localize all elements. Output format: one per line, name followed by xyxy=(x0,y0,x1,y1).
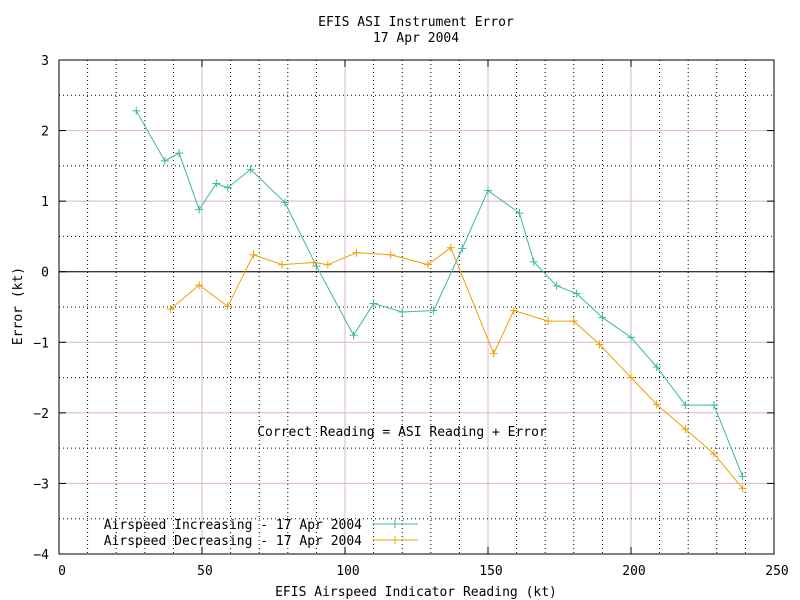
data-point xyxy=(489,349,498,358)
data-point xyxy=(369,299,378,308)
data-point xyxy=(278,260,287,269)
y-tick-label: 1 xyxy=(41,195,49,210)
data-point xyxy=(627,373,635,382)
chart-subtitle: 17 Apr 2004 xyxy=(373,31,459,46)
data-point xyxy=(595,340,604,349)
data-point xyxy=(160,156,169,165)
x-tick-label: 250 xyxy=(765,564,788,579)
plot-border xyxy=(58,59,775,555)
data-point xyxy=(349,331,358,340)
data-point xyxy=(529,257,538,266)
x-tick-label: 0 xyxy=(58,564,66,579)
data-point xyxy=(223,183,232,192)
data-point xyxy=(386,250,395,259)
grid xyxy=(59,60,774,554)
y-axis-label: Error (kt) xyxy=(11,267,26,345)
data-point xyxy=(572,289,581,298)
data-point xyxy=(323,260,332,269)
data-point xyxy=(652,362,661,371)
series-increasing xyxy=(132,106,747,481)
x-tick-label: 100 xyxy=(336,564,359,579)
axes xyxy=(58,59,775,555)
y-tick-label: −2 xyxy=(33,407,49,422)
data-point xyxy=(458,244,467,253)
data-point xyxy=(484,186,492,195)
data-point xyxy=(446,243,455,252)
data-point xyxy=(429,306,438,315)
data-point xyxy=(246,165,255,174)
data-point xyxy=(195,281,204,290)
data-point xyxy=(709,401,718,410)
legend-label: Airspeed Increasing - 17 Apr 2004 xyxy=(104,518,362,533)
data-point xyxy=(195,205,204,214)
x-tick-label: 50 xyxy=(197,564,213,579)
data-point xyxy=(627,333,635,342)
data-point xyxy=(352,248,361,257)
data-point xyxy=(212,179,221,188)
data-point xyxy=(544,317,553,326)
data-point xyxy=(515,209,524,218)
y-tick-label: −3 xyxy=(33,477,49,492)
data-point xyxy=(738,484,747,493)
data-point xyxy=(280,198,289,207)
y-tick-label: 2 xyxy=(41,125,49,140)
tick-labels: 0 50 100 150 200 250 3 2 1 0 −1 −2 −3 −4 xyxy=(33,54,788,579)
y-tick-label: 3 xyxy=(41,54,49,69)
data-point xyxy=(738,472,747,481)
series-decreasing xyxy=(166,243,747,493)
data-point xyxy=(423,260,432,269)
legend-label: Airspeed Decreasing - 17 Apr 2004 xyxy=(104,534,362,549)
legend: Airspeed Increasing - 17 Apr 2004Airspee… xyxy=(104,518,418,549)
data-point xyxy=(709,449,718,458)
data-point xyxy=(552,281,561,290)
x-tick-label: 200 xyxy=(622,564,645,579)
data-point xyxy=(175,149,184,158)
y-tick-label: 0 xyxy=(41,266,49,281)
y-tick-label: −1 xyxy=(33,336,49,351)
data-series xyxy=(132,106,747,493)
x-tick-label: 150 xyxy=(479,564,502,579)
chart-title: EFIS ASI Instrument Error xyxy=(318,15,514,30)
data-point xyxy=(309,258,318,267)
data-point xyxy=(223,302,232,311)
data-point xyxy=(166,305,175,314)
data-point xyxy=(652,400,661,409)
annotation: Correct Reading = ASI Reading + Error xyxy=(257,425,547,440)
x-axis-label: EFIS Airspeed Indicator Reading (kt) xyxy=(275,585,557,600)
data-point xyxy=(132,106,141,115)
data-point xyxy=(569,317,578,326)
data-point xyxy=(249,250,258,259)
data-point xyxy=(398,307,407,316)
data-point xyxy=(509,306,518,315)
data-point xyxy=(681,401,690,410)
data-point xyxy=(681,425,690,434)
data-point xyxy=(598,313,607,322)
y-tick-label: −4 xyxy=(33,548,49,563)
